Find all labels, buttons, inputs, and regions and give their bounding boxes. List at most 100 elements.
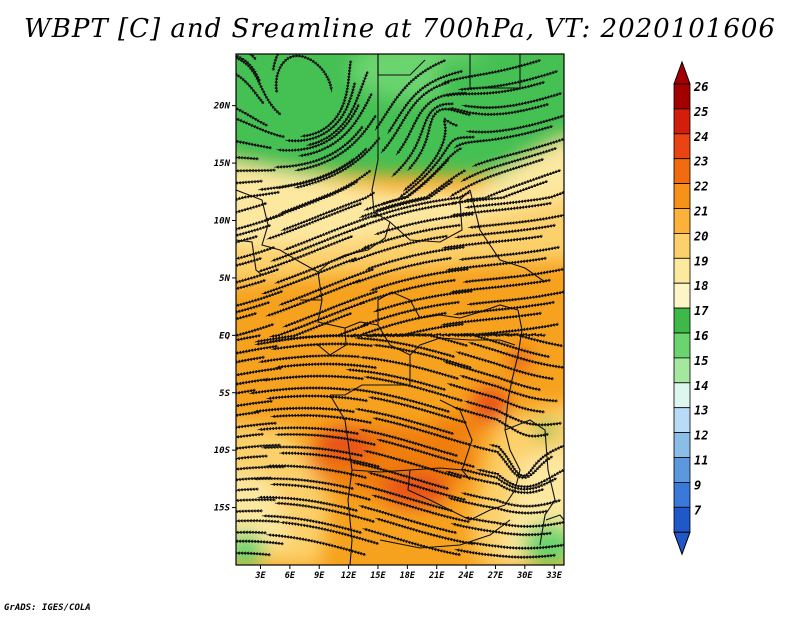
streamline (236, 530, 268, 535)
colorbar-label: 14 (694, 379, 708, 393)
streamline (236, 355, 266, 364)
colorbar-cell (673, 457, 691, 483)
chart-title: WBPT [C] and Sreamline at 700hPa, VT: 20… (24, 14, 776, 44)
lat-tick-label: 10S (214, 446, 231, 456)
colorbar-label: 15 (694, 354, 708, 368)
colorbar-cell (673, 307, 691, 334)
colorbar-cell (673, 257, 691, 284)
streamline (266, 394, 369, 403)
streamline (236, 344, 279, 355)
streamline (236, 117, 286, 139)
streamline (274, 432, 377, 447)
streamline (266, 533, 367, 557)
colorbar-cell (673, 83, 691, 110)
lon-tick-label: 18E (400, 571, 416, 581)
colorbar-cell (673, 506, 691, 533)
colorbar-cell (673, 183, 691, 209)
streamline (236, 399, 274, 408)
streamline (254, 334, 357, 346)
colorbar-cell (673, 382, 691, 409)
colorbar-label: 26 (693, 80, 708, 94)
colorbar-label: 23 (693, 155, 708, 169)
colorbar-cell (673, 158, 691, 184)
lon-tick-label: 12E (341, 571, 357, 581)
streamline (262, 374, 365, 382)
lat-tick-label: EQ (219, 331, 230, 341)
streamline (452, 406, 550, 438)
country-borders (236, 54, 564, 565)
lat-tick-label: 5N (219, 274, 230, 284)
streamline (236, 377, 270, 386)
streamline (236, 139, 273, 150)
streamline (362, 528, 462, 557)
streamline (253, 406, 356, 414)
streamline (270, 413, 373, 425)
colorbar-cell (673, 332, 691, 359)
colorbar-label: 16 (694, 329, 708, 343)
colorbar-cell (673, 432, 691, 458)
lat-tick-label: 15N (214, 159, 231, 169)
latitude-axis: 20N 15N 10N 5N EQ 5S 10S 15S (213, 102, 236, 514)
streamline (236, 190, 281, 201)
map-frame (235, 53, 565, 566)
colorbar-cell (673, 357, 691, 384)
streamline (236, 278, 267, 291)
lon-tick-label: 15E (370, 571, 386, 581)
streamline (236, 201, 268, 214)
streamline (236, 421, 278, 430)
streamline (454, 548, 557, 559)
streamline (236, 509, 264, 514)
colorbar: 26 25 24 23 22 21 20 19 18 17 16 15 14 13 12 11 9 7 (673, 60, 709, 556)
streamline (236, 311, 258, 320)
streamline (236, 366, 283, 377)
lat-tick-label: 5S (219, 389, 230, 399)
streamline (236, 300, 271, 314)
streamline (257, 426, 360, 436)
colorbar-label: 25 (693, 105, 708, 119)
colorbar-label: 22 (693, 180, 708, 194)
lon-tick-label: 27E (487, 571, 504, 581)
colorbar-cell (673, 282, 691, 309)
streamline (271, 342, 374, 351)
streamline (236, 179, 264, 185)
streamline (249, 386, 352, 395)
lon-tick-label: 3E (254, 571, 266, 581)
lon-tick-label: 9E (314, 571, 325, 581)
lat-tick-label: 10N (214, 217, 231, 227)
lon-tick-label: 33E (546, 571, 563, 581)
streamlines (236, 54, 564, 559)
streamline (236, 168, 277, 173)
colorbar-label: 11 (694, 454, 708, 468)
lat-tick-label: 15S (214, 504, 231, 514)
colorbar-label: 9 (694, 478, 701, 492)
lon-tick-label: 30E (516, 571, 533, 581)
map-panel (236, 54, 564, 565)
colorbar-cell (673, 232, 691, 259)
colorbar-label: 20 (693, 229, 708, 243)
colorbar-label: 12 (694, 429, 708, 443)
colorbar-cell (673, 407, 691, 434)
colorbar-label: 17 (694, 304, 709, 318)
colorbar-label: 19 (694, 254, 708, 268)
lon-tick-label: 21E (428, 571, 445, 581)
colorbar-label: 13 (694, 404, 708, 418)
colorbar-cell (673, 208, 691, 234)
colorbar-cell (673, 133, 691, 160)
colorbar-label: 21 (693, 205, 708, 219)
streamline (236, 256, 263, 267)
streamline (236, 223, 272, 237)
streamline (236, 454, 269, 461)
lat-tick-label: 20N (213, 102, 231, 112)
streamline (236, 551, 272, 557)
longitude-axis: 3E 6E 9E 12E 15E 18E 21E 24E 27E 30E 33E (254, 565, 563, 581)
streamline (467, 541, 564, 550)
grads-credit: GrADS: IGES/COLA (4, 603, 91, 613)
streamline (275, 362, 378, 370)
colorbar-max-arrow (673, 60, 691, 85)
colorbar-min-arrow (673, 531, 691, 556)
lon-tick-label: 6E (285, 571, 296, 581)
colorbar-cell (673, 481, 691, 508)
lon-tick-label: 24E (457, 571, 474, 581)
colorbar-cell (673, 108, 691, 135)
